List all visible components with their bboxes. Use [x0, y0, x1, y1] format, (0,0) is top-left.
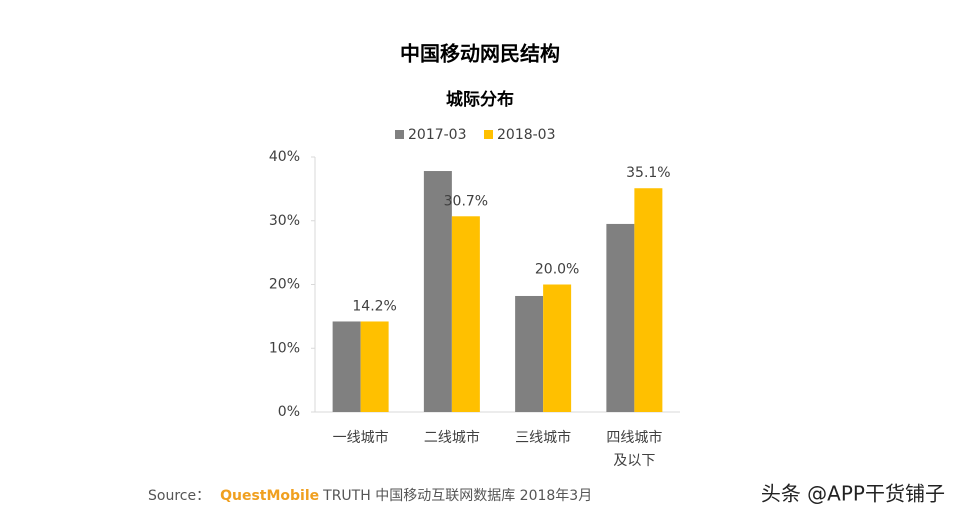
- data-label: 30.7%: [444, 193, 488, 209]
- x-tick-label: 二线城市: [424, 429, 480, 446]
- bar: [543, 284, 572, 412]
- bar: [423, 171, 452, 412]
- source: Source： QuestMobile TRUTH 中国移动互联网数据库 2018年…: [148, 488, 592, 504]
- data-label: 14.2%: [352, 298, 396, 314]
- data-label: 20.0%: [535, 262, 579, 278]
- legend-swatch: [484, 130, 493, 139]
- bar: [634, 188, 663, 412]
- legend-label: 2017-03: [408, 127, 467, 143]
- chart-title: 中国移动网民结构: [400, 42, 560, 66]
- source-brand: QuestMobile: [220, 488, 319, 504]
- y-tick-label: 10%: [269, 340, 300, 356]
- y-tick-label: 20%: [269, 277, 300, 293]
- y-tick-label: 30%: [269, 213, 300, 229]
- bar: [606, 223, 635, 412]
- bar: [515, 295, 544, 412]
- bar: [360, 321, 389, 412]
- source-prefix: Source：: [148, 488, 210, 504]
- x-tick-label: 一线城市: [333, 429, 389, 446]
- watermark: 头条 @APP干货铺子: [761, 482, 945, 506]
- legend-swatch: [395, 130, 404, 139]
- y-tick-label: 0%: [278, 404, 300, 420]
- source-text: TRUTH 中国移动互联网数据库 2018年3月: [322, 488, 592, 504]
- chart-subtitle: 城际分布: [446, 89, 514, 110]
- x-tick-label: 三线城市: [515, 429, 571, 446]
- bar: [332, 321, 361, 412]
- legend-label: 2018-03: [497, 127, 556, 143]
- y-tick-label: 40%: [269, 149, 300, 165]
- data-label: 35.1%: [626, 165, 670, 181]
- bar: [451, 216, 480, 412]
- x-tick-label: 四线城市及以下: [606, 429, 662, 469]
